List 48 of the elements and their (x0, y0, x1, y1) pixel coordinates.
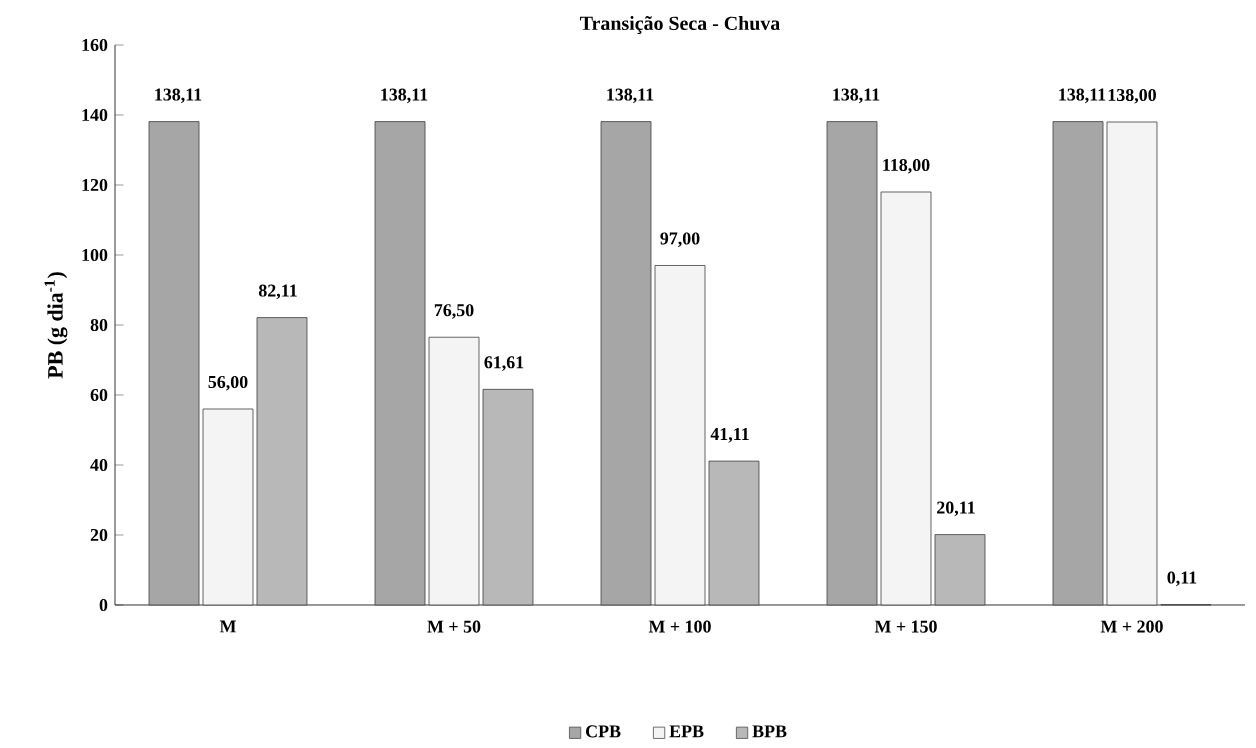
data-label: 41,11 (710, 427, 749, 443)
y-tick-label: 160 (82, 38, 108, 51)
data-label: 138,11 (155, 88, 202, 104)
legend-label: EPB (669, 725, 704, 738)
y-tick-label: 40 (90, 458, 108, 471)
y-tick-label: 20 (90, 528, 108, 541)
data-label: 138,11 (607, 88, 654, 104)
y-tick-label: 60 (90, 388, 108, 401)
x-tick-label: M + 200 (1100, 620, 1163, 633)
bar (1106, 121, 1158, 606)
bar (374, 121, 426, 606)
y-tick-label: 80 (90, 318, 108, 331)
data-label: 82,11 (258, 284, 297, 300)
y-tick-label: 120 (82, 178, 108, 191)
y-tick-label: 0 (99, 598, 108, 611)
bar (148, 121, 200, 606)
x-tick-label: M + 150 (874, 620, 937, 633)
data-label: 76,50 (434, 304, 474, 319)
bar (880, 191, 932, 606)
data-label: 61,61 (484, 356, 524, 371)
bar (708, 460, 760, 606)
y-axis-title: PB (g dia$^{-1}$) (44, 272, 68, 379)
data-label: 138,11 (381, 88, 428, 104)
bar (256, 317, 308, 606)
data-label: 56,00 (208, 375, 248, 391)
bar (428, 336, 480, 606)
chart-title: Transição Seca - Chuva (580, 15, 780, 34)
data-label: 138,11 (1059, 88, 1106, 104)
legend-label: CPB (586, 725, 621, 738)
bar (1052, 121, 1104, 606)
data-label: 0,11 (1167, 571, 1197, 587)
bar (202, 408, 254, 606)
data-label: 97,00 (660, 232, 700, 248)
x-tick-label: M (219, 620, 236, 633)
x-tick-label: M + 50 (427, 620, 481, 633)
bar (482, 388, 534, 606)
x-tick-label: M + 100 (648, 620, 711, 633)
bar (934, 534, 986, 606)
y-tick-label: 100 (82, 248, 108, 261)
data-label: 138,00 (1108, 88, 1156, 104)
data-label: 20,11 (937, 501, 975, 517)
bar (826, 121, 878, 606)
bar (654, 264, 706, 606)
legend-label: BPB (752, 725, 787, 738)
data-label: 118,00 (883, 158, 930, 174)
bar (600, 121, 652, 606)
y-tick-label: 140 (82, 108, 108, 121)
data-label: 138,11 (833, 88, 880, 104)
